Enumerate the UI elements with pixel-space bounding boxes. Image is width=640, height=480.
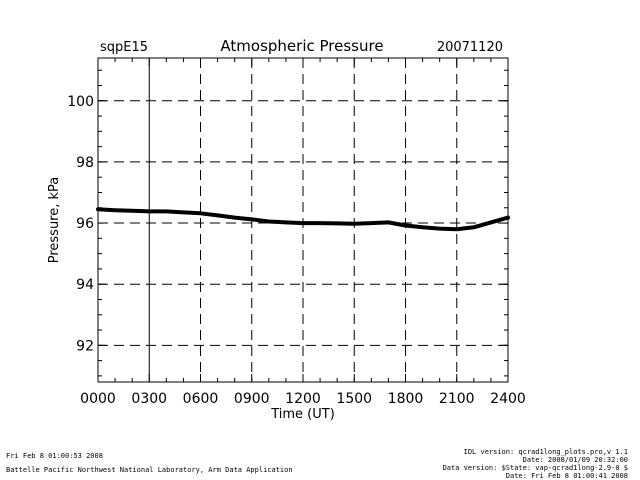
series-layer [96, 207, 510, 232]
y-axis-label: Pressure, kPa [47, 177, 62, 264]
grid-lines [98, 58, 508, 382]
plot-frame [97, 57, 509, 383]
x-tick-label: 0600 [183, 391, 219, 407]
footer-idl-date: Date: 2008/01/09 20:32:00 [522, 456, 628, 464]
x-tick-labels: 0000 0300 0600 0900 1200 1500 1800 2100 2400 [80, 391, 526, 407]
x-tick-label: 0900 [234, 391, 270, 407]
y-tick-label: 92 [76, 338, 94, 354]
y-tick-label: 94 [76, 277, 94, 293]
footer-left: Fri Feb 8 01:00:53 2008 Battelle Pacific… [6, 452, 293, 474]
footer-data-date: Date: Fri Feb 8 01:00:41 2008 [505, 472, 628, 480]
x-tick-label: 1500 [336, 391, 372, 407]
x-tick-label: 2100 [439, 391, 475, 407]
y-tick-label: 98 [76, 155, 94, 171]
x-tick-label: 0300 [131, 391, 167, 407]
x-tick-label: 1800 [388, 391, 424, 407]
date-label: 20071120 [437, 40, 503, 55]
footer-institution: Battelle Pacific Northwest National Labo… [6, 466, 293, 474]
x-axis-label: Time (UT) [270, 407, 335, 422]
y-tick-labels: 92 94 96 98 100 [67, 94, 94, 355]
x-tick-label: 0000 [80, 391, 116, 407]
footer-data-version: Data version: $State: vap-qcrad1long-2.9… [442, 464, 628, 472]
footer-right: IDL version: qcrad1long_plots.pro,v 1.1 … [443, 448, 628, 480]
site-label: sqpE15 [100, 40, 148, 55]
pressure-series-line [96, 207, 510, 232]
y-tick-label: 96 [76, 216, 94, 232]
chart-title: Atmospheric Pressure [220, 37, 383, 55]
x-tick-label: 1200 [285, 391, 321, 407]
footer-timestamp: Fri Feb 8 01:00:53 2008 [6, 452, 103, 460]
y-tick-label: 100 [67, 94, 94, 110]
minor-ticks [97, 58, 509, 382]
footer-idl-version: IDL version: qcrad1long_plots.pro,v 1.1 [463, 448, 628, 456]
x-tick-label: 2400 [490, 391, 526, 407]
